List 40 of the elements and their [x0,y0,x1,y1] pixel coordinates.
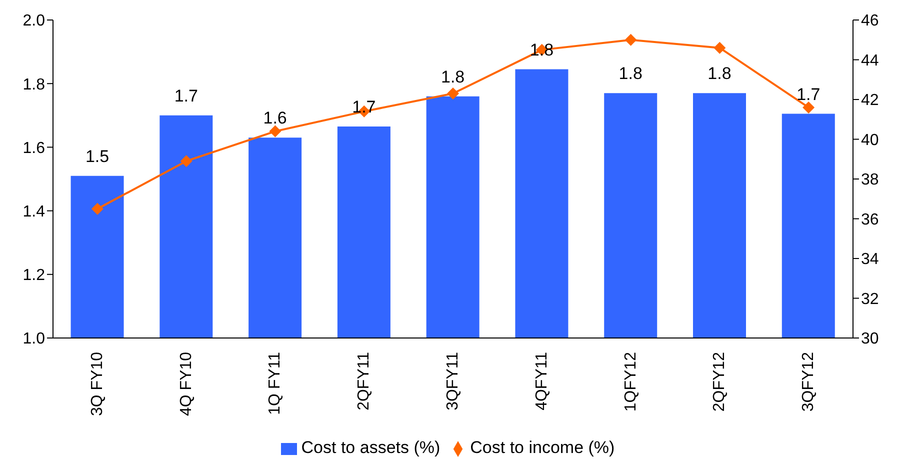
y2-tick-label: 34 [861,251,879,268]
data-label: 1.6 [263,108,287,128]
y2-tick-label: 38 [861,172,879,189]
point [180,155,192,168]
point [447,88,459,100]
x-tick-label: 1QFY12 [622,352,640,412]
y2-tick-label: 44 [861,52,879,70]
x-tick-label: 1Q FY11 [266,352,284,415]
legend-label: Cost to income (%) [470,438,615,457]
x-tick-label: 2QFY12 [711,352,728,412]
x-tick-label: 3QFY11 [444,352,462,410]
data-label: 1.8 [708,64,732,84]
x-tick-label: 4QFY11 [533,352,550,410]
y2-tick-label: 36 [861,211,879,228]
x-tick-label: 2QFY11 [356,352,373,410]
data-label: 1.7 [174,86,198,106]
data-label: 1.7 [796,84,820,104]
y2-tick-label: 30 [861,330,879,348]
y2-tick-label: 32 [861,290,879,308]
y2-tick-label: 40 [861,132,879,149]
y2-tick-label: 46 [861,12,879,30]
y-tick-label: 1.2 [22,267,46,284]
data-label: 1.5 [85,146,110,166]
data-label: 1.8 [618,64,642,84]
legend-label: Cost to assets (%) [301,438,440,457]
y-tick-label: 2.0 [22,12,46,30]
point [624,34,637,46]
y-tick-label: 1.8 [22,76,46,94]
point [802,101,815,114]
x-tick-label: 3Q FY10 [88,352,106,416]
y-tick-label: 1.6 [22,140,46,157]
data-label: 1.8 [441,67,465,86]
x-tick-label: 3QFY12 [800,352,818,412]
y-tick-label: 1.0 [22,330,46,348]
point [714,42,726,54]
point [269,125,282,138]
x-tick-label: 4Q FY10 [178,352,195,416]
y2-tick-label: 42 [861,92,879,110]
y-tick-label: 1.4 [22,203,46,220]
point [91,202,104,215]
